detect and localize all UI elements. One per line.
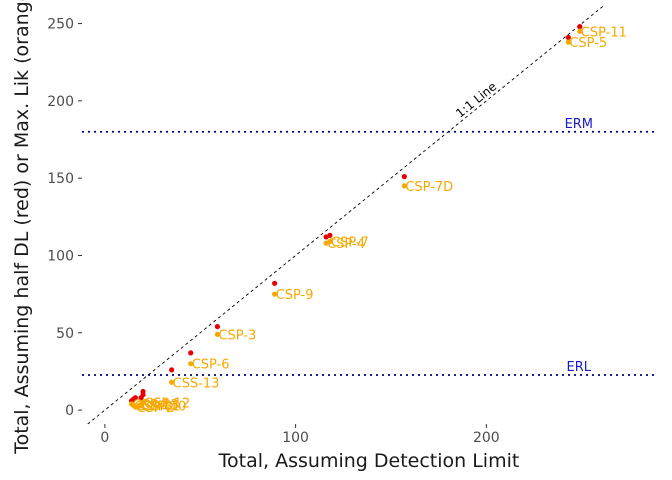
half-dl-point [138,395,144,401]
half-dl-point [214,323,221,330]
y-tick-label: 0 [65,403,74,419]
max-lik-point [272,291,278,297]
half-dl-point [272,280,278,286]
half-dl-point [323,234,329,240]
half-dl-point [188,350,194,356]
max-lik-point [565,39,571,45]
point-label: CSP-5 [569,36,607,51]
y-axis-ticks: 0 50 100 150 200 250 [47,17,82,419]
point-label: CSP-11 [581,25,627,40]
point-label: CSP-6 [192,358,230,373]
reference-label-erm: ERM [565,117,593,132]
reference-label-erl: ERL [567,360,592,375]
half-dl-point [401,174,407,180]
y-tick-label: 150 [47,171,74,187]
point-label: CSP-13 [133,398,179,413]
max-lik-point [214,331,221,337]
point-label: CSP-10 [140,399,186,414]
y-tick-label: 200 [47,94,74,110]
x-tick-label: 100 [282,430,309,446]
point-label: CSP-9 [276,288,314,303]
point-label: CSP-8 [134,399,172,414]
max-lik-points [128,28,583,410]
point-label: CSP-2 [136,401,174,416]
x-axis-ticks: 0 100 200 [100,424,500,446]
y-tick-label: 50 [56,326,74,342]
identity-line-label: 1:1 Line [453,79,499,120]
identity-line [87,4,605,425]
identity-line-group: 1:1 Line [87,4,605,425]
max-lik-point [401,183,407,189]
max-lik-point [577,28,583,34]
x-axis-title: Total, Assuming Detection Limit [218,450,520,472]
max-lik-point [323,240,329,246]
y-axis-title: Total, Assuming half DL (red) or Max. Li… [11,0,33,455]
x-tick-label: 200 [473,430,500,446]
half-dl-point [577,24,583,30]
half-dl-point [169,367,175,373]
point-label: CSP-1 [142,399,180,414]
half-dl-point [565,34,571,41]
point-label: CSP-3 [218,328,256,343]
reference-lines: ERM ERL [82,117,658,376]
point-label: CSP-12 [144,396,190,411]
half-dl-points [128,24,583,404]
point-label: CSS-13 [173,376,220,391]
point-label: CSP-7D [405,180,453,195]
max-lik-point [128,401,135,407]
max-lik-point [188,361,194,367]
x-tick-label: 0 [100,430,109,446]
point-label: CSP-7 [331,236,369,251]
y-tick-label: 100 [47,248,74,264]
max-lik-point [169,379,175,385]
y-tick-label: 250 [47,17,74,33]
point-label: CSP-4 [327,237,365,252]
